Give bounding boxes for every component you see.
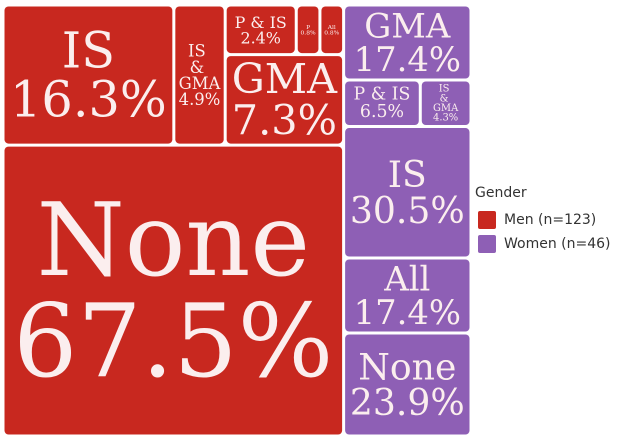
treemap-tile	[226, 6, 295, 54]
tile-value-label: 30.5%	[350, 189, 465, 232]
tile-label: IS	[62, 21, 115, 79]
tile-value-label: 2.4%	[241, 28, 281, 47]
treemap-tile	[421, 81, 470, 126]
tile-value-label: 0.8%	[324, 29, 339, 36]
tile-value-label: 23.9%	[350, 381, 465, 424]
tile-value-label: 4.3%	[433, 113, 458, 124]
legend-swatch	[478, 211, 496, 229]
tile-label: None	[358, 345, 456, 388]
treemap-tile	[345, 259, 470, 332]
tile-value-label: 17.4%	[354, 293, 461, 332]
treemap-tile	[345, 81, 419, 126]
treemap-tile	[175, 6, 224, 144]
tile-label: P	[306, 23, 310, 30]
treemap-tile	[345, 6, 470, 79]
tile-label: GMA	[364, 6, 451, 45]
treemap-tile	[226, 56, 343, 144]
tile-value-label: 6.5%	[360, 102, 404, 122]
tile-label: P & IS	[354, 85, 411, 105]
tile-label: IS & GMA	[179, 41, 222, 93]
tile-label: None	[37, 181, 310, 299]
tile-label: P & IS	[235, 12, 287, 31]
treemap-tile	[297, 6, 319, 54]
tile-label: All	[383, 259, 430, 298]
legend-label: Men (n=123)	[504, 212, 596, 228]
tile-value-label: 17.4%	[354, 40, 461, 79]
treemap-tile	[321, 6, 343, 54]
tile-value-label: 67.5%	[13, 282, 333, 400]
tile-value-label: 16.3%	[10, 71, 167, 129]
tile-value-label: 7.3%	[232, 97, 337, 145]
tile-label: IS & GMA	[433, 83, 459, 114]
legend-title: Gender	[475, 185, 527, 201]
legend-swatch	[478, 235, 496, 253]
tile-label: GMA	[232, 55, 338, 103]
legend-label: Women (n=46)	[504, 236, 611, 252]
treemap-tile	[4, 146, 343, 435]
tile-value-label: 4.9%	[179, 90, 221, 109]
tile-label: IS	[388, 153, 427, 196]
treemap-tile	[345, 334, 470, 435]
tile-value-label: 0.8%	[301, 29, 316, 36]
tile-label: All	[327, 23, 336, 30]
treemap-tile	[345, 128, 470, 257]
treemap-tile	[4, 6, 173, 144]
